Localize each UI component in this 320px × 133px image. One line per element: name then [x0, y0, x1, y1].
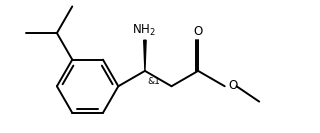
Text: &1: &1: [147, 77, 160, 86]
Text: NH$_2$: NH$_2$: [132, 23, 156, 38]
Text: O: O: [194, 25, 203, 38]
Text: O: O: [228, 79, 237, 92]
Polygon shape: [144, 40, 146, 71]
